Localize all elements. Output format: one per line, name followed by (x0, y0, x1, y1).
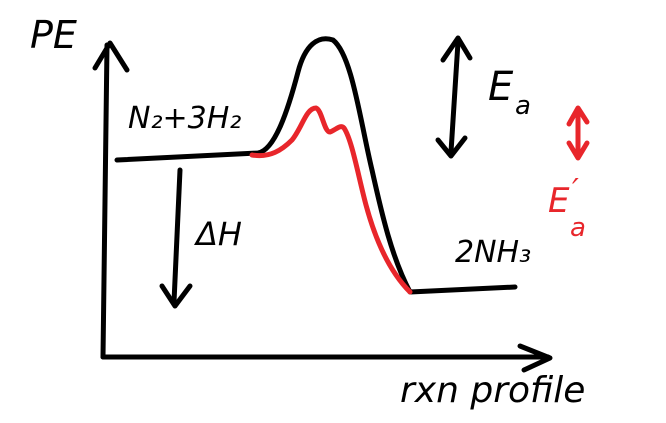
delta-h-label: ΔH (193, 215, 242, 253)
y-axis-arrowhead (92, 40, 130, 73)
ea-prime-subscript: a (570, 213, 586, 243)
reactants-label: N₂+3H₂ (128, 101, 241, 136)
ea-prime-label: E (548, 181, 570, 221)
ea-double-arrow (435, 35, 473, 159)
catalyzed-curve (249, 105, 413, 295)
x-axis-arrowhead (517, 343, 553, 373)
ea-prime-double-arrow (566, 105, 590, 161)
ea-prime-mark: ′ (572, 173, 579, 208)
y-axis (100, 42, 110, 360)
x-axis-label: rxn profile (400, 370, 585, 411)
ea-label: E (488, 64, 514, 110)
y-axis-label: PE (30, 13, 77, 57)
delta-h-arrow (159, 167, 193, 309)
axes (92, 40, 553, 373)
ea-subscript: a (515, 91, 531, 121)
products-label: 2NH₃ (455, 235, 531, 270)
uncatalyzed-curve (114, 36, 518, 295)
